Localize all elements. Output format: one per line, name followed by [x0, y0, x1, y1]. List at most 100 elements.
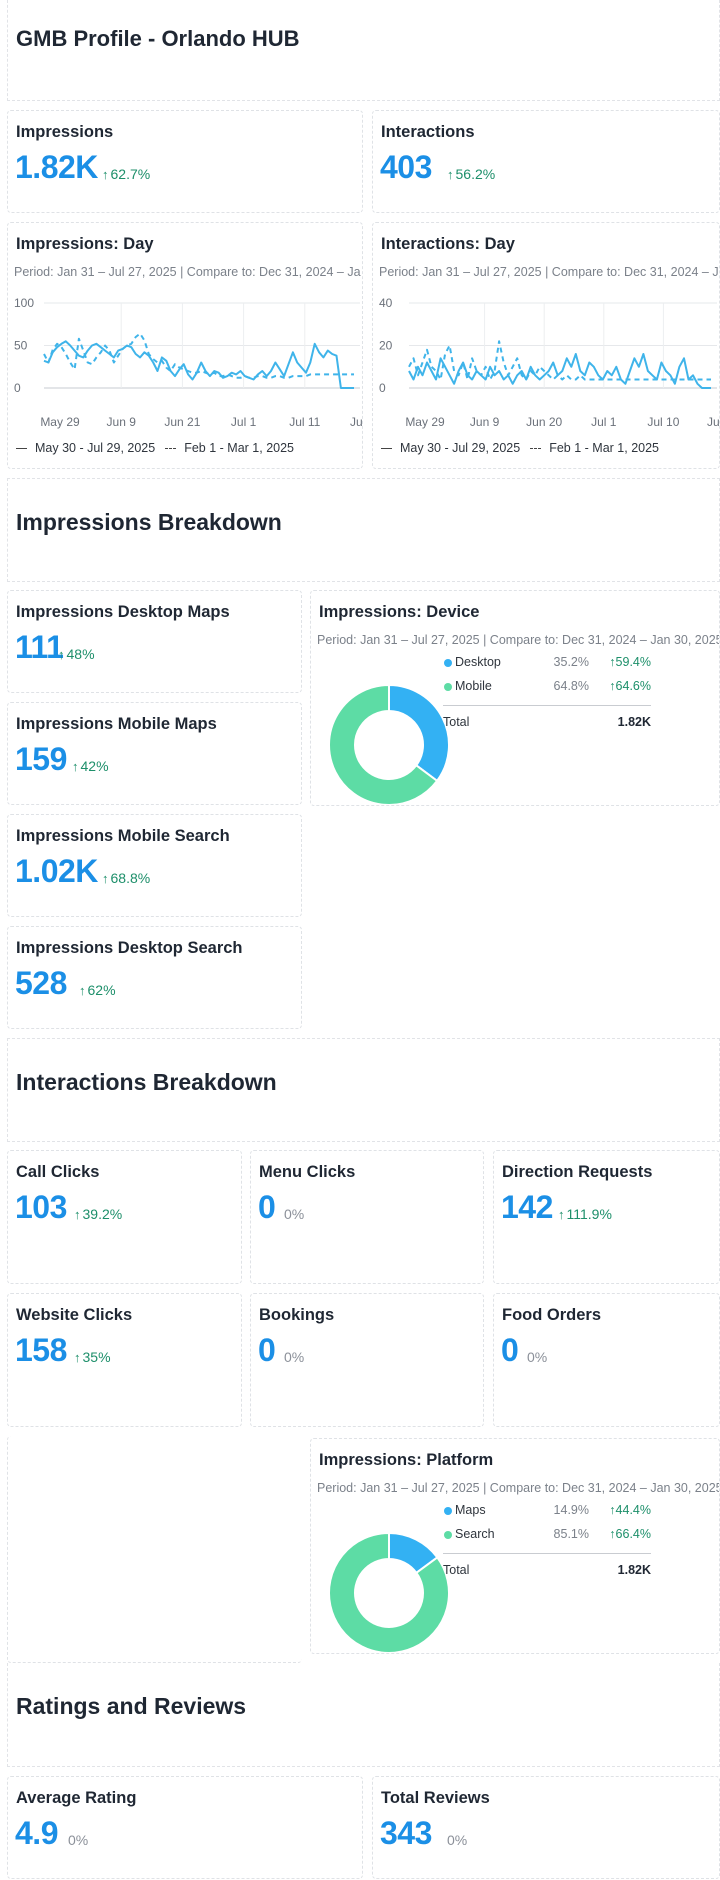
legend-dot-icon	[444, 659, 452, 667]
impressions-card: Impressions 1.82K ↑ 62.7%	[7, 110, 363, 213]
legend-previous: Feb 1 - Mar 1, 2025	[184, 441, 294, 455]
section-title: Ratings and Reviews	[16, 1693, 247, 1719]
kpi-delta: 0%	[284, 1349, 305, 1365]
chart-legend: May 30 - Jul 29, 2025 Feb 1 - Mar 1, 2025	[16, 441, 294, 455]
y-tick-label: 50	[14, 339, 28, 353]
current-series-line	[408, 353, 711, 389]
legend-total: Total 1.82K	[443, 1553, 651, 1583]
x-tick-label: Jun 21	[164, 415, 200, 429]
legend-item: Maps 14.9% ↑44.4%	[443, 1501, 651, 1525]
legend-dot-icon	[444, 1531, 452, 1539]
legend-dot-icon	[444, 1507, 452, 1515]
up-arrow-icon: ↑	[558, 1207, 565, 1222]
impressions-day-chart-card: Impressions: Day Period: Jan 31 – Jul 27…	[7, 222, 363, 469]
kpi-delta: ↑ 62.7%	[102, 166, 151, 182]
kpi-delta: ↑ 68.8%	[102, 870, 151, 886]
kpi-delta: ↑ 35%	[74, 1349, 111, 1365]
up-arrow-icon: ↑	[58, 647, 65, 662]
chart-title: Impressions: Platform	[319, 1451, 494, 1469]
kpi-delta: ↑ 111.9%	[558, 1206, 612, 1222]
legend-item: Search 85.1% ↑66.4%	[443, 1525, 651, 1549]
legend-total: Total 1.82K	[443, 705, 651, 735]
kpi-value: 0	[258, 1332, 276, 1368]
legend-dot-icon	[444, 683, 452, 691]
up-arrow-icon: ↑	[102, 871, 109, 886]
legend-percent: 14.9%	[553, 1503, 589, 1517]
x-tick-label: Jul 1	[231, 415, 257, 429]
up-arrow-icon: ↑	[72, 759, 79, 774]
donut-slice-desktop	[388, 683, 450, 783]
direction-requests-card: Direction Requests 142 ↑ 111.9%	[493, 1150, 720, 1284]
kpi-value: 343	[380, 1815, 432, 1851]
legend-item: Mobile 64.8% ↑64.6%	[443, 677, 651, 701]
chart-legend: May 30 - Jul 29, 2025 Feb 1 - Mar 1, 2025	[381, 441, 659, 455]
legend-label: Desktop	[455, 655, 501, 669]
x-tick-label: Jul 10	[647, 415, 679, 429]
empty-panel	[7, 1436, 302, 1663]
legend-current: May 30 - Jul 29, 2025	[35, 441, 156, 455]
total-value: 1.82K	[617, 1563, 651, 1577]
card-title: Average Rating	[16, 1789, 137, 1807]
solid-line-legend-icon	[381, 448, 392, 450]
chart-title: Impressions: Device	[319, 603, 480, 621]
kpi-value: 158	[15, 1332, 67, 1368]
impressions-device-donut-chart	[328, 683, 450, 805]
x-tick-label: May 29	[40, 415, 80, 429]
website-clicks-card: Website Clicks 158 ↑ 35%	[7, 1293, 242, 1427]
kpi-value: 4.9	[15, 1815, 58, 1851]
kpi-value: 142	[501, 1189, 553, 1225]
kpi-delta: ↑ 42%	[72, 758, 109, 774]
solid-line-legend-icon	[16, 448, 27, 450]
y-tick-label: 20	[379, 339, 393, 353]
kpi-delta: 0%	[447, 1832, 468, 1848]
impressions-platform-donut-chart	[328, 1531, 450, 1653]
impressions-mobile-maps-card: Impressions Mobile Maps 159 ↑ 42%	[7, 702, 302, 805]
kpi-value: 0	[258, 1189, 276, 1225]
interactions-day-chart-card: Interactions: Day Period: Jan 31 – Jul 2…	[372, 222, 720, 469]
kpi-value: 0	[501, 1332, 519, 1368]
up-arrow-icon: ↑	[79, 983, 86, 998]
x-tick-label: Jul 28	[350, 415, 363, 429]
y-tick-label: 0	[14, 381, 21, 395]
legend-label: Mobile	[455, 679, 492, 693]
legend-percent: 85.1%	[553, 1527, 589, 1541]
page-header: GMB Profile - Orlando HUB	[7, 0, 720, 101]
section-title: Interactions Breakdown	[16, 1069, 277, 1095]
legend-label: Maps	[455, 1503, 486, 1517]
legend-current: May 30 - Jul 29, 2025	[400, 441, 521, 455]
donut-legend: Maps 14.9% ↑44.4% Search 85.1% ↑66.4% To…	[443, 1501, 651, 1583]
x-tick-label: May 29	[405, 415, 445, 429]
x-tick-label: Jun 9	[107, 415, 137, 429]
chart-title: Interactions: Day	[381, 235, 515, 253]
up-arrow-icon: ↑	[74, 1350, 81, 1365]
kpi-delta: ↑ 48%	[58, 646, 95, 662]
legend-percent: 64.8%	[553, 679, 589, 693]
interactions-breakdown-header: Interactions Breakdown	[7, 1038, 720, 1142]
impressions-platform-chart-card: Impressions: Platform Period: Jan 31 – J…	[310, 1438, 720, 1654]
total-label: Total	[443, 1563, 470, 1577]
kpi-value: 1.82K	[15, 149, 98, 185]
average-rating-card: Average Rating 4.9 0%	[7, 1776, 363, 1879]
card-title: Bookings	[259, 1306, 335, 1324]
up-arrow-icon: ↑	[609, 679, 616, 693]
chart-title: Impressions: Day	[16, 235, 154, 253]
card-title: Impressions Mobile Search	[16, 827, 230, 845]
legend-change: ↑44.4%	[609, 1503, 651, 1517]
y-tick-label: 100	[14, 296, 34, 310]
current-series-line	[43, 340, 354, 389]
x-tick-label: Jul 1	[591, 415, 617, 429]
card-title: Call Clicks	[16, 1163, 100, 1181]
legend-change: ↑66.4%	[609, 1527, 651, 1541]
total-value: 1.82K	[617, 715, 651, 729]
legend-previous: Feb 1 - Mar 1, 2025	[549, 441, 659, 455]
bookings-card: Bookings 0 0%	[250, 1293, 484, 1427]
comparison-series-line	[43, 332, 354, 379]
kpi-delta: ↑ 39.2%	[74, 1206, 123, 1222]
x-tick-label: Jul 11	[289, 415, 320, 429]
card-title: Interactions	[381, 123, 475, 141]
y-tick-label: 40	[379, 296, 393, 310]
kpi-value: 528	[15, 965, 67, 1001]
kpi-value: 103	[15, 1189, 67, 1225]
up-arrow-icon: ↑	[609, 655, 616, 669]
chart-period: Period: Jan 31 – Jul 27, 2025 | Compare …	[379, 265, 720, 279]
